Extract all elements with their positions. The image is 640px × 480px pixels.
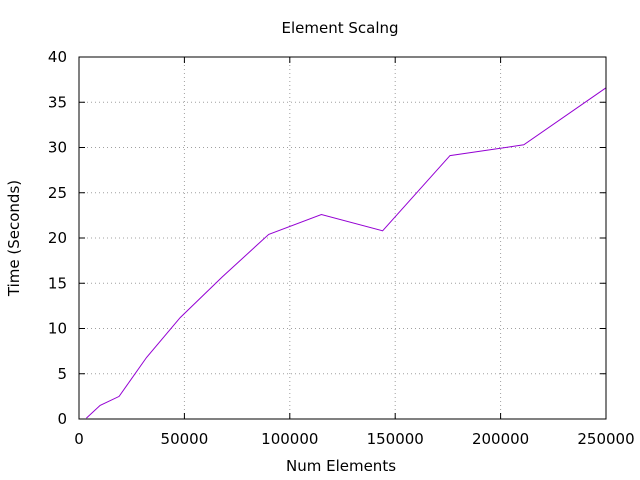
x-tick-label: 200000 (472, 430, 529, 448)
y-tick-label: 30 (48, 139, 67, 157)
y-tick-label: 40 (48, 48, 67, 66)
ticks-layer: 0 5 10 15 20 25 30 35 40 0 50000 100000 150000 200000… (48, 48, 635, 448)
x-tick-label: 100000 (261, 430, 318, 448)
plot-frame (78, 56, 607, 420)
y-axis-label: Time (Seconds) (5, 180, 23, 297)
y-tick-label: 35 (48, 93, 67, 111)
series-layer (86, 87, 607, 419)
x-axis-label: Num Elements (286, 457, 396, 475)
y-tick-label: 20 (48, 229, 67, 247)
y-tick-label: 10 (48, 320, 67, 338)
x-tick-label: 250000 (577, 430, 634, 448)
x-tick-label: 0 (74, 430, 84, 448)
grid-layer (79, 57, 606, 419)
y-tick-label: 5 (57, 365, 67, 383)
y-tick-label: 25 (48, 184, 67, 202)
y-tick-label: 15 (48, 274, 67, 292)
x-tick-label: 50000 (161, 430, 209, 448)
series-line (86, 87, 607, 419)
chart-title: Element Scalng (281, 19, 398, 37)
x-tick-label: 150000 (367, 430, 424, 448)
y-tick-label: 0 (57, 410, 67, 428)
